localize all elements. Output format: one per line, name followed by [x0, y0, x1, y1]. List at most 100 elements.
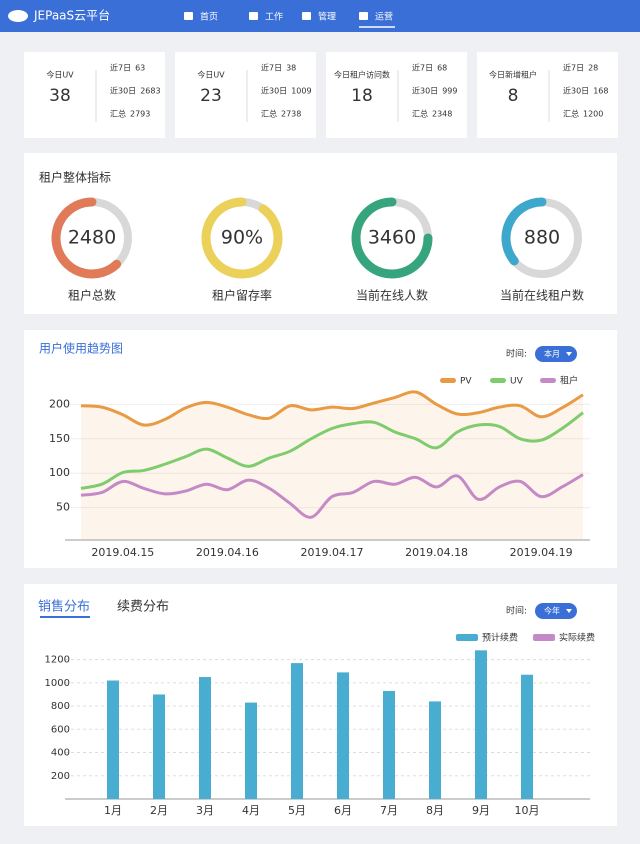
brand-logo	[8, 10, 28, 22]
nav-item[interactable]: 运营	[375, 11, 393, 23]
stat-card	[175, 52, 316, 138]
series-line	[80, 411, 584, 490]
area	[81, 391, 583, 540]
nav-icon	[184, 12, 193, 20]
bar	[107, 680, 119, 799]
legend-label: 实际续费	[559, 632, 595, 644]
y-tick-label: 600	[51, 724, 70, 735]
dropdown-caret	[566, 609, 572, 613]
series-line	[80, 390, 584, 427]
stat-row-value: 168	[593, 87, 608, 96]
stat-label: 今日UV	[197, 70, 225, 80]
nav-icon	[359, 12, 368, 20]
y-tick-label: 1000	[45, 678, 70, 689]
y-tick-label: 400	[51, 748, 70, 759]
tab[interactable]: 销售分布	[38, 599, 90, 615]
period-value[interactable]: 今年	[544, 606, 560, 616]
stat-card	[24, 52, 165, 138]
stat-label: 今日新增租户	[489, 70, 537, 80]
stat-row-label: 近30日	[261, 86, 287, 96]
stat-row-value: 999	[442, 87, 457, 96]
legend-label: UV	[510, 377, 524, 387]
bar	[475, 650, 487, 799]
stat-row-label: 近7日	[563, 63, 584, 73]
stat-row-label: 近30日	[563, 86, 589, 96]
x-tick-label: 2月	[150, 804, 168, 817]
nav-icon	[302, 12, 311, 20]
stat-row-value: 1200	[583, 110, 603, 119]
stat-value: 18	[351, 86, 373, 106]
gauge-label: 租户总数	[68, 288, 116, 303]
y-tick-label: 50	[56, 501, 70, 514]
stat-row-label: 汇总	[412, 109, 428, 119]
period-select[interactable]	[535, 603, 577, 619]
stat-row-label: 近7日	[110, 63, 131, 73]
x-tick-label: 10月	[515, 804, 540, 817]
stat-value: 23	[200, 86, 222, 106]
gauge-value: 3460	[368, 227, 416, 249]
stat-row-value: 1009	[291, 87, 311, 96]
stat-row-label: 近7日	[412, 63, 433, 73]
x-tick-label: 5月	[288, 804, 306, 817]
bar	[199, 677, 211, 799]
x-tick-label: 7月	[380, 804, 398, 817]
y-tick-label: 1200	[45, 655, 70, 666]
stat-row-value: 2738	[281, 110, 301, 119]
time-label: 时间:	[506, 605, 527, 617]
legend-swatch	[490, 378, 506, 383]
gauge-label: 当前在线租户数	[500, 288, 584, 303]
x-tick-label: 2019.04.16	[196, 546, 259, 559]
nav-item[interactable]: 管理	[318, 11, 336, 23]
x-tick-label: 2019.04.19	[510, 546, 573, 559]
overview-panel	[24, 153, 617, 314]
stat-label: 今日租户访问数	[334, 70, 390, 80]
stat-card	[477, 52, 618, 138]
y-tick-label: 150	[49, 432, 70, 445]
legend-swatch	[533, 634, 555, 641]
bar	[337, 672, 349, 799]
nav-item[interactable]: 工作	[265, 11, 283, 23]
bar	[245, 702, 257, 799]
stat-row-label: 汇总	[110, 109, 126, 119]
stat-row-value: 68	[437, 64, 447, 73]
gauge-arc	[351, 197, 433, 279]
bar	[291, 663, 303, 799]
brand: JEPaaS云平台	[33, 8, 110, 23]
x-tick-label: 2019.04.17	[301, 546, 364, 559]
gauge-arc	[201, 197, 283, 279]
gauge-arc	[51, 197, 122, 279]
nav-item[interactable]: 首页	[200, 11, 218, 23]
stat-value: 38	[49, 86, 71, 106]
sales-panel	[24, 584, 617, 826]
legend-label: 预计续费	[482, 632, 518, 644]
bar	[153, 694, 165, 799]
gauge-arc	[501, 197, 547, 266]
stat-row-label: 近7日	[261, 63, 282, 73]
gauge-label: 租户留存率	[212, 288, 272, 303]
panel-title: 租户整体指标	[39, 170, 111, 185]
stat-row-label: 近30日	[412, 86, 438, 96]
tab[interactable]: 续费分布	[117, 600, 169, 615]
dropdown-caret	[566, 352, 572, 356]
time-label: 时间:	[506, 348, 527, 360]
stat-row-value: 2348	[432, 110, 452, 119]
y-tick-label: 200	[51, 771, 70, 782]
nav-icon	[249, 12, 258, 20]
gauge-value: 90%	[221, 227, 263, 249]
x-tick-label: 2019.04.18	[405, 546, 468, 559]
gauge-value: 880	[524, 227, 560, 249]
period-value[interactable]: 本月	[544, 349, 560, 359]
period-select[interactable]	[535, 346, 577, 362]
bar	[429, 701, 441, 799]
bar	[383, 690, 395, 799]
stat-row-label: 汇总	[563, 109, 579, 119]
chart-title: 用户使用趋势图	[39, 341, 123, 356]
x-tick-label: 2019.04.15	[91, 546, 154, 559]
stat-row-value: 63	[135, 64, 145, 73]
x-tick-label: 9月	[472, 804, 490, 817]
legend-swatch	[540, 378, 556, 383]
stat-card	[326, 52, 467, 138]
x-tick-label: 4月	[242, 804, 260, 817]
